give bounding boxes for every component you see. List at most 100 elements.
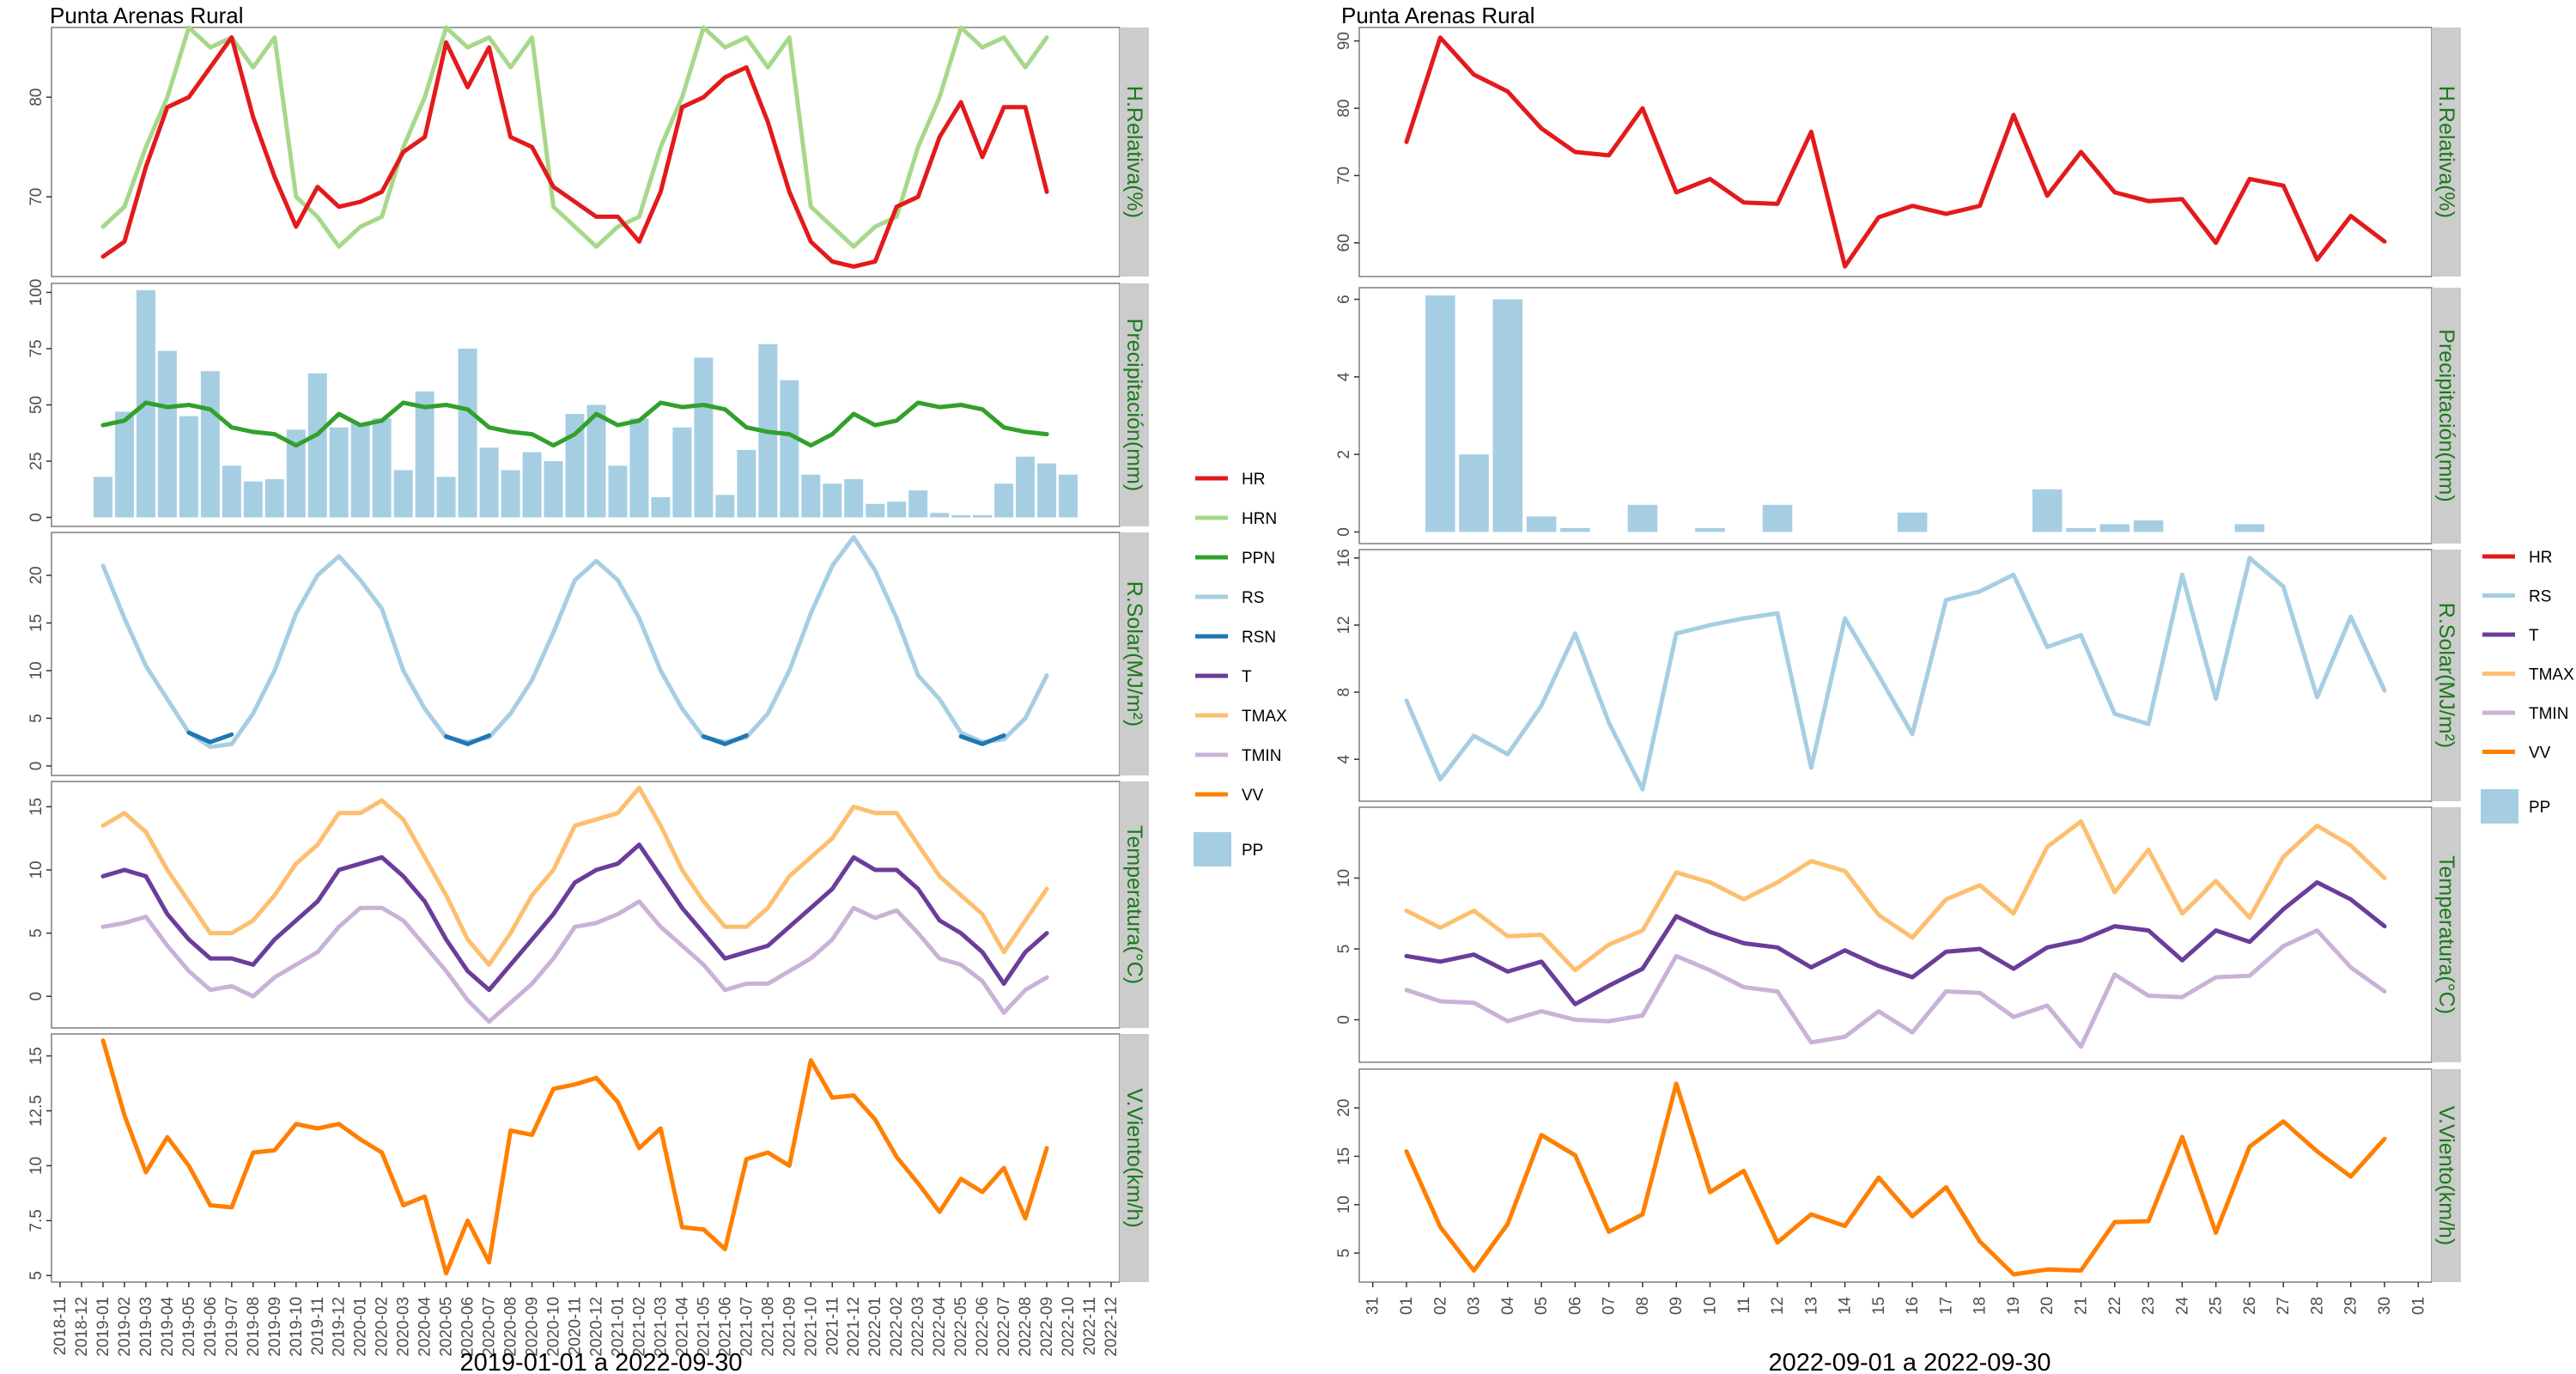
right-xtick-label: 11 [1735,1297,1753,1314]
left-legend-label: HRN [1242,510,1277,528]
right-series-tmin [1404,928,2387,1049]
left-bar-pp [393,470,413,518]
left-ytick-label: 15 [27,798,46,816]
right-panel-strip [2432,1069,2461,1282]
right-legend-label: TMAX [2529,666,2574,684]
left-panel-4: Temperatura(°C) 0 5 10 15 [27,781,1149,1029]
right-ytick-label: 2 [1335,450,1353,459]
right-bar-pp [1695,527,1725,532]
right-xtick-label: 22 [2106,1297,2124,1315]
right-panel-frame [1358,549,2433,802]
left-xtick-label: 2022-04 [931,1297,949,1357]
right-ytick-label: 4 [1335,754,1353,763]
left-ytick-label: 80 [27,88,46,106]
right-bar-pp [1627,504,1658,532]
left-bar-pp [329,427,349,518]
right-xtick-label: 12 [1769,1297,1787,1315]
left-bar-pp [780,380,799,518]
left-panel-strip [1120,781,1149,1028]
left-ytick-label: 50 [27,396,46,414]
left-xtick-label: 2019-07 [223,1297,241,1357]
left-series-tmax [100,785,1049,967]
right-chart-title: Punta Arenas Rural [1341,3,1534,28]
right-ytick-label: 15 [1335,1147,1353,1165]
left-xtick-label: 2020-04 [416,1297,434,1357]
left-chart-title: Punta Arenas Rural [50,3,243,28]
left-bar-pp [608,465,628,518]
left-bar-pp [651,496,671,518]
right-panel-strip [2432,288,2461,544]
left-legend-label: TMAX [1242,708,1287,726]
left-panel-5: V.Viento(km/h) 5 7.5 10 12.5 15 [27,1033,1149,1283]
left-panel-frame [51,1033,1121,1283]
left-xtick-label: 2020-08 [502,1297,520,1357]
left-legend-label: T [1242,668,1252,686]
right-series-hr [1404,35,2387,269]
right-xtick-label: 31 [1364,1297,1382,1315]
right-ytick-label: 90 [1335,32,1353,50]
right-xtick-label: 14 [1837,1297,1855,1316]
right-panel-strip [2432,27,2461,277]
right-panel-strip-label: Precipitación(mm) [2434,329,2458,502]
right-bar-pp [1560,527,1590,532]
left-bar-pp [994,483,1014,518]
left-panel-strip [1120,283,1149,526]
left-panel-strip-label: R.Solar(MJ/m²) [1122,581,1146,727]
left-panel-3: R.Solar(MJ/m²) 0 5 10 15 20 [27,532,1149,776]
right-legend-label: TMIN [2529,705,2568,723]
left-bar-pp [264,478,284,518]
left-xtick-label: 2019-03 [137,1297,155,1357]
left-xtick-label: 2019-05 [180,1297,198,1357]
left-bar-pp [930,513,950,518]
left-xtick-label: 2019-10 [288,1297,306,1357]
left-legend-key-pp [1194,832,1231,866]
left-legend-label: PPN [1242,550,1275,568]
right-bar-pp [1492,299,1523,532]
left-xtick-label: 2022-02 [888,1297,906,1357]
left-legend-label: HR [1242,471,1265,489]
left-x-axis-label: 2019-01-01 a 2022-09-30 [460,1349,743,1374]
left-xtick-label: 2021-06 [716,1297,734,1357]
right-bar-pp [2032,489,2063,532]
right-bar-pp [2099,524,2130,532]
left-xtick-label: 2020-03 [395,1297,413,1357]
left-ytick-label: 10 [27,860,46,879]
left-xtick-label: 2022-01 [866,1297,884,1357]
right-xtick-label: 06 [1566,1297,1584,1315]
left-xtick-label: 2019-04 [159,1297,177,1357]
right-panel-frame [1358,1068,2433,1283]
left-panel-strip-label: H.Relativa(%) [1122,86,1146,218]
right-ytick-label: 4 [1335,372,1353,381]
left-xtick-label: 2021-07 [738,1297,756,1357]
legend-left: HR HRN PPN RS RSN T TMAX TMIN VV PP [1194,471,1287,866]
left-ytick-label: 12.5 [27,1095,46,1127]
left-xtick-label: 2020-12 [587,1297,605,1357]
right-panel-3: R.Solar(MJ/m²) 4 8 12 16 [1335,549,2461,802]
right-legend-label: T [2529,627,2539,645]
left-panel-strip-label: Precipitación(mm) [1122,319,1146,491]
right-xtick-label: 02 [1431,1297,1449,1315]
left-series-tmin [100,899,1049,1024]
left-xtick-label: 2021-02 [630,1297,648,1357]
right-legend-label: PP [2529,799,2550,817]
left-bar-pp [694,357,714,518]
right-xtick-label: 30 [2376,1297,2394,1315]
left-bar-pp [415,391,434,518]
left-ytick-label: 15 [27,614,46,632]
right-xtick-label: 16 [1904,1297,1922,1315]
right-xtick-label: 21 [2073,1297,2091,1315]
right-xtick-label: 01 [1398,1297,1416,1315]
left-bar-pp [501,470,520,518]
left-bar-pp [307,373,327,518]
right-bar-pp [1459,454,1489,532]
right-legend-key-pp [2481,789,2518,824]
right-panel-frame [1358,287,2433,544]
left-series-hr [100,35,1049,269]
right-panel-strip [2432,807,2461,1062]
left-bar-pp [544,461,563,518]
right-ytick-label: 10 [1335,869,1353,887]
left-panel-2: Precipitación(mm) 0 25 50 75 100 [27,279,1149,527]
left-xtick-label: 2018-11 [52,1297,70,1355]
left-bar-pp [823,483,842,518]
left-xtick-label: 2021-01 [609,1297,627,1357]
